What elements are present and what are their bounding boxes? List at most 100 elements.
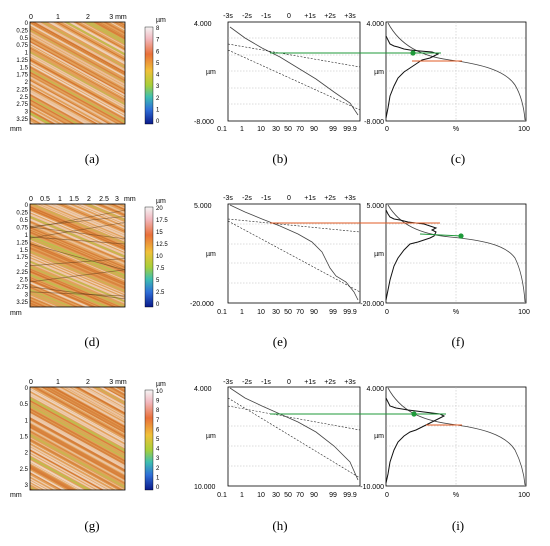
map-texture-stripe xyxy=(30,423,125,479)
map-texture-stripe xyxy=(30,265,125,307)
map-texture-stripe xyxy=(30,213,125,256)
y-tick: 3.25 xyxy=(16,300,28,306)
map-texture-stripe xyxy=(30,27,125,82)
map-texture-stripe xyxy=(30,433,125,489)
map-texture-stripe xyxy=(30,399,125,454)
map-scratch-line xyxy=(30,269,125,283)
y-tick: 1.75 xyxy=(16,73,28,79)
percent-tick: 99 xyxy=(329,126,337,133)
y-tick: 2.5 xyxy=(20,278,29,284)
map-x-ticks: 0 1 2 3 mm xyxy=(29,14,127,21)
map-texture-stripe xyxy=(25,131,130,189)
map-texture-stripe xyxy=(25,144,130,188)
map-scratch-line xyxy=(30,222,125,239)
map-texture-stripe xyxy=(25,491,130,546)
y-top-value: 5.000 xyxy=(366,203,384,210)
map-texture-stripe xyxy=(30,246,125,289)
map-texture-stripe xyxy=(80,22,125,47)
map-texture-stripe xyxy=(30,79,111,124)
map-texture-stripe xyxy=(30,420,125,475)
map-x-ticks: 0 0.5 1 1.5 2 2.5 3 mm xyxy=(29,196,136,203)
map-texture-stripe xyxy=(25,309,130,353)
map-texture-stripe xyxy=(30,464,77,490)
map-texture-stripe xyxy=(30,408,125,463)
sigma-tick: -3s xyxy=(223,379,233,386)
histogram-plot-i: 4.000 -10.000 µm 0 % 100 (i) xyxy=(270,386,530,533)
map-texture-stripe xyxy=(30,31,125,86)
map-texture-stripe xyxy=(30,204,125,244)
map-texture-stripe xyxy=(68,22,125,54)
sigma-tick: -2s xyxy=(242,379,252,386)
map-texture-stripe xyxy=(30,453,96,490)
map-texture-stripe xyxy=(30,428,125,483)
map-texture-stripe xyxy=(30,23,125,78)
map-texture-stripe xyxy=(30,74,120,124)
map-texture-stripe xyxy=(78,387,125,413)
y-top-value: 5.000 xyxy=(194,203,212,210)
prob-bottom-ticks: 0.1 1 10 30 50 70 90 99 99.9 xyxy=(217,492,357,499)
map-texture-stripe xyxy=(30,414,125,470)
map-texture-stripe xyxy=(73,204,125,226)
percent-tick: 99.9 xyxy=(343,126,357,133)
map-texture-stripe xyxy=(109,22,125,31)
map-texture-stripe xyxy=(30,115,47,124)
map-texture-stripe xyxy=(25,501,130,546)
y-tick: 0.75 xyxy=(16,225,28,231)
map-texture-stripe xyxy=(30,239,125,281)
scale-unit: µm xyxy=(156,381,166,388)
map-texture-stripe xyxy=(30,206,125,248)
y-tick: 1.5 xyxy=(20,248,29,254)
sigma-tick: +1s xyxy=(304,379,316,386)
y-tick: 2 xyxy=(25,80,29,86)
prob-grid xyxy=(228,223,360,284)
map-texture-stripe xyxy=(30,462,81,490)
map-texture-stripe xyxy=(65,387,125,420)
panel-label-f: (f) xyxy=(452,334,465,349)
probability-plot-b: -3s -2s -1s 0 +1s +2s +3s 0.1 1 10 30 50… xyxy=(194,13,361,166)
map-texture-stripe xyxy=(25,314,130,358)
green-dot-marker xyxy=(411,411,417,417)
percent-tick: 1 xyxy=(240,492,244,499)
map-texture-stripe xyxy=(30,211,125,253)
scale-tick: 6 xyxy=(156,49,160,55)
sigma-tick: -1s xyxy=(261,195,271,202)
map-texture-stripe xyxy=(25,157,130,201)
sigma-tick: +2s xyxy=(324,13,336,20)
scale-tick: 3 xyxy=(156,456,160,462)
map-texture-stripe xyxy=(30,262,125,304)
sigma-tick: -2s xyxy=(242,13,252,20)
scale-tick: 6 xyxy=(156,427,160,433)
map-texture-stripe xyxy=(38,387,125,435)
map-texture-stripe xyxy=(25,136,130,194)
map-texture-stripe xyxy=(30,108,59,124)
map-texture-stripe xyxy=(87,387,125,408)
map-texture-stripe xyxy=(30,288,74,307)
map-scratch-line xyxy=(30,258,125,267)
y-tick: 2 xyxy=(25,263,29,269)
y-tick: 1 xyxy=(25,233,29,239)
y-tick: 0.25 xyxy=(16,28,28,34)
row-1: 0 1 2 3 mm 00.250.50.7511.251.51.7522.25… xyxy=(10,13,530,194)
x-unit: % xyxy=(453,309,459,316)
scale-tick: 8 xyxy=(156,26,160,32)
map-texture-stripe xyxy=(42,22,125,68)
map-texture-stripe xyxy=(30,86,98,124)
map-texture-stripe xyxy=(84,22,125,45)
map-texture-stripe xyxy=(30,410,125,466)
scale-tick: 2 xyxy=(156,466,160,472)
percent-tick: 1 xyxy=(240,126,244,133)
map-texture-stripe xyxy=(30,58,125,113)
map-texture-stripe xyxy=(70,387,125,417)
map-texture-stripe xyxy=(30,302,42,307)
histogram-plot-c: 4.000 -8.000 µm 0 % 100 (c) xyxy=(270,21,530,166)
x-unit: % xyxy=(453,126,459,133)
y-bottom-value: -8.000 xyxy=(194,119,214,126)
map-texture-stripe xyxy=(25,324,130,368)
color-scale-bar xyxy=(144,389,154,491)
panel-label-i: (i) xyxy=(452,518,464,533)
map-texture-stripe xyxy=(25,152,130,196)
histogram-plot-f: 5.000 -20.000 µm 0 % 100 (f) xyxy=(270,203,530,349)
bearing-ratio-curve xyxy=(387,22,526,121)
map-texture-stripe xyxy=(87,22,125,43)
sigma-tick: +3s xyxy=(344,195,356,202)
